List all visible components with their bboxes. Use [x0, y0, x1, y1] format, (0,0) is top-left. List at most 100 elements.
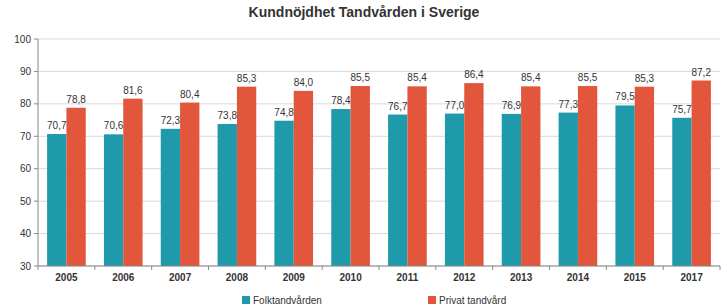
- x-tick-label: 2006: [112, 272, 135, 283]
- data-labels: 70,770,672,373,874,878,476,777,076,977,3…: [47, 67, 711, 132]
- grid-line: [38, 39, 720, 40]
- data-label: 85,4: [407, 72, 427, 83]
- data-label: 85,5: [351, 72, 371, 83]
- bar: [294, 91, 313, 266]
- data-label: 73,8: [218, 110, 238, 121]
- bar: [161, 129, 180, 266]
- bar: [180, 103, 199, 266]
- y-tick: [34, 103, 38, 104]
- y-tick: [34, 168, 38, 169]
- data-label: 79,5: [615, 91, 635, 102]
- y-tick-label: 50: [20, 196, 32, 207]
- data-label: 78,8: [66, 94, 86, 105]
- x-tick-label: 2014: [567, 272, 590, 283]
- x-tick: [265, 266, 266, 270]
- chart-container: Kundnöjdhet Tandvården i Sverige 30 40 50 60…: [0, 0, 728, 308]
- y-tick-label: 70: [20, 131, 32, 142]
- y-axis: [38, 39, 39, 266]
- data-label: 76,9: [502, 100, 522, 111]
- y-tick-label: 80: [20, 98, 32, 109]
- x-tick-label: 2008: [226, 272, 249, 283]
- x-tick-label: 2009: [283, 272, 306, 283]
- x-tick: [379, 266, 380, 270]
- data-label: 76,7: [388, 101, 408, 112]
- data-label: 81,6: [123, 85, 143, 96]
- bar: [66, 108, 85, 266]
- y-tick: [34, 233, 38, 234]
- x-tick-label: 2011: [397, 272, 419, 283]
- x-tick: [94, 266, 95, 270]
- x-tick: [492, 266, 493, 270]
- x-tick: [720, 266, 721, 270]
- legend-swatch: [428, 296, 436, 304]
- y-tick: [34, 266, 38, 267]
- x-tick: [663, 266, 664, 270]
- y-tick-label: 100: [14, 34, 31, 45]
- x-tick-label: 2013: [510, 272, 533, 283]
- y-tick: [34, 71, 38, 72]
- bar: [521, 86, 540, 266]
- y-tick: [34, 201, 38, 202]
- data-label: 85,4: [521, 72, 541, 83]
- bar: [123, 99, 142, 266]
- x-tick: [38, 266, 39, 270]
- data-label: 75,7: [672, 104, 692, 115]
- y-tick: [34, 39, 38, 40]
- data-label: 78,4: [331, 95, 351, 106]
- data-label: 85,3: [635, 73, 655, 84]
- x-tick: [208, 266, 209, 270]
- grid-line: [38, 71, 720, 72]
- x-tick-label: 2010: [339, 272, 362, 283]
- bar: [218, 124, 237, 266]
- x-tick: [151, 266, 152, 270]
- data-label: 85,3: [237, 73, 257, 84]
- data-label: 70,6: [104, 120, 124, 131]
- legend-label: Privat tandvård: [439, 295, 506, 306]
- x-tick-label: 2015: [624, 272, 647, 283]
- bar: [47, 134, 66, 266]
- bar: [104, 134, 123, 266]
- y-tick-label: 90: [20, 66, 32, 77]
- bar: [672, 118, 691, 266]
- legend: FolktandvårdenPrivat tandvård: [242, 295, 506, 306]
- bar: [388, 115, 407, 266]
- grid: [38, 39, 720, 266]
- x-tick-label: 2012: [453, 272, 476, 283]
- bars: [47, 81, 711, 266]
- bar: [445, 114, 464, 266]
- bar: [635, 87, 654, 266]
- x-tick-label: 2005: [55, 272, 78, 283]
- data-label: 70,7: [47, 120, 67, 131]
- bar: [274, 121, 293, 266]
- x-tick-label: 2017: [680, 272, 703, 283]
- x-tick-label: 2007: [169, 272, 192, 283]
- bar: [692, 81, 711, 266]
- legend-swatch: [242, 296, 250, 304]
- x-tick: [435, 266, 436, 270]
- y-tick-label: 60: [20, 163, 32, 174]
- bar: [559, 113, 578, 266]
- data-label: 86,4: [464, 69, 484, 80]
- data-label: 77,0: [445, 100, 465, 111]
- bar: [615, 105, 634, 266]
- data-label: 87,2: [692, 67, 712, 78]
- title: Kundnöjdhet Tandvården i Sverige: [249, 4, 480, 20]
- bar: [331, 109, 350, 266]
- bar: [578, 86, 597, 266]
- data-label: 72,3: [161, 115, 181, 126]
- data-label: 80,4: [180, 89, 200, 100]
- bar: [237, 87, 256, 266]
- data-label: 85,5: [578, 72, 598, 83]
- y-tick: [34, 136, 38, 137]
- data-label: 77,3: [559, 99, 579, 110]
- bar: [502, 114, 521, 266]
- bar: [464, 83, 483, 266]
- x-tick: [322, 266, 323, 270]
- y-tick-label: 40: [20, 228, 32, 239]
- y-tick-label: 30: [20, 261, 32, 272]
- data-label: 84,0: [294, 77, 314, 88]
- chart-svg: Kundnöjdhet Tandvården i Sverige 30 40 50 60…: [0, 0, 728, 308]
- x-tick: [606, 266, 607, 270]
- bar: [407, 86, 426, 266]
- x-tick: [549, 266, 550, 270]
